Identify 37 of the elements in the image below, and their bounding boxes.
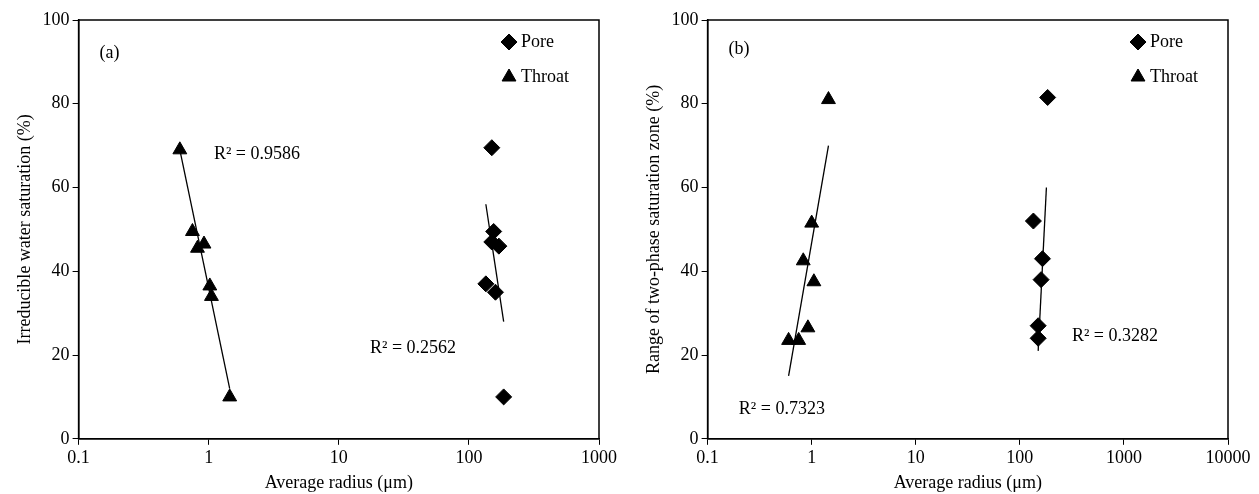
y-tick-label: 80 (680, 92, 699, 113)
x-tick-label: 10000 (1205, 447, 1251, 468)
y-tick-label: 20 (680, 343, 699, 364)
y-tick-label: 40 (51, 260, 70, 281)
annotation: R² = 0.7323 (738, 398, 825, 419)
y-tick-label: 80 (51, 92, 70, 113)
y-tick-label: 0 (689, 427, 699, 448)
annotation: R² = 0.3282 (1071, 324, 1158, 345)
y-tick-label: 40 (680, 260, 699, 281)
y-tick-label: 100 (42, 8, 70, 29)
y-axis-title: Irreducible water saturation (%) (13, 114, 35, 345)
x-tick-label: 0.1 (696, 447, 719, 468)
x-tick-label: 1000 (1105, 447, 1142, 468)
legend-label: Throat (1150, 65, 1198, 86)
x-axis-title: Average radius (μm) (264, 471, 413, 493)
y-tick-label: 20 (51, 343, 70, 364)
annotation: (b) (728, 38, 750, 60)
x-tick-label: 1000 (581, 447, 617, 468)
y-axis-title: Range of two-phase saturation zone (%) (642, 84, 664, 375)
y-tick-label: 60 (680, 176, 699, 197)
y-tick-label: 0 (60, 427, 70, 448)
annotation: R² = 0.9586 (213, 142, 300, 163)
x-tick-label: 10 (906, 447, 925, 468)
x-tick-label: 1 (204, 447, 214, 468)
x-tick-label: 100 (1006, 447, 1034, 468)
y-tick-label: 60 (51, 176, 70, 197)
x-tick-label: 10 (329, 447, 348, 468)
x-tick-label: 100 (455, 447, 483, 468)
x-axis-title: Average radius (μm) (893, 471, 1042, 493)
legend-label: Pore (1150, 30, 1184, 51)
annotation: (a) (99, 42, 120, 64)
legend-label: Throat (521, 65, 569, 86)
x-tick-label: 1 (807, 447, 817, 468)
x-tick-label: 0.1 (67, 447, 90, 468)
legend-label: Pore (521, 30, 555, 51)
y-tick-label: 100 (671, 8, 699, 29)
annotation: R² = 0.2562 (370, 337, 457, 358)
